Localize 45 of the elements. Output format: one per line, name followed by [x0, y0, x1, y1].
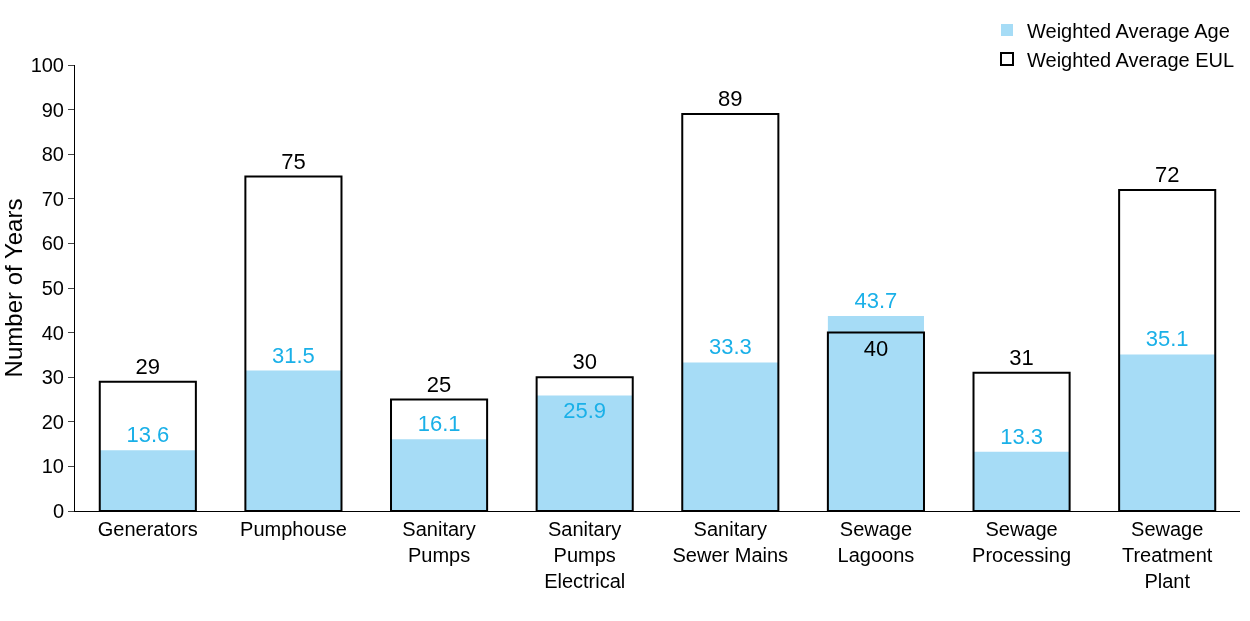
y-tick-label: 0 [52, 500, 64, 522]
data-label: 30 [572, 349, 597, 375]
data-label: 75 [281, 148, 306, 174]
x-tick-label: Pumphouse [240, 518, 347, 540]
data-label: 25.9 [563, 398, 607, 424]
bar [245, 370, 342, 511]
y-axis-title: Number of Years [0, 198, 27, 378]
x-tick-label: Sanitary Pumps [402, 518, 476, 566]
y-tick-label: 10 [41, 455, 64, 478]
data-label: 40 [863, 335, 889, 361]
data-label: 89 [718, 86, 743, 112]
data-label: 31.5 [272, 342, 315, 368]
bar [391, 439, 488, 511]
x-tick-label: Generators [97, 518, 198, 540]
y-tick-label: 20 [41, 410, 64, 433]
data-label: 31 [1009, 344, 1034, 370]
data-label: 35.1 [1145, 326, 1189, 352]
x-tick-label: Sewage Treatment Plant [1121, 518, 1213, 592]
legend-label: Weighted Average Age [1027, 19, 1230, 42]
y-tick-label: 40 [41, 321, 64, 344]
bar [1119, 354, 1216, 511]
y-tick-label: 90 [41, 98, 64, 121]
x-tick-label: Sewage Lagoons [837, 518, 915, 566]
data-label: 25 [426, 371, 452, 397]
data-label: 13.6 [126, 422, 170, 448]
y-tick-label: 70 [41, 187, 64, 210]
data-label: 43.7 [854, 288, 898, 314]
bar [99, 450, 196, 511]
x-tick-label: Sewage Processing [972, 518, 1072, 566]
y-tick-label: 60 [41, 232, 64, 255]
bar [682, 362, 779, 511]
bar [973, 451, 1070, 511]
y-tick-label: 30 [41, 366, 64, 389]
data-label: 29 [135, 353, 161, 379]
legend-label: Weighted Average EUL [1027, 48, 1235, 71]
x-tick-label: Sanitary Sewer Mains [672, 518, 789, 566]
y-tick-label: 100 [30, 54, 64, 76]
data-label: 33.3 [708, 334, 752, 360]
bar [536, 395, 633, 511]
y-tick-label: 80 [41, 143, 64, 166]
data-label: 13.3 [1000, 423, 1043, 449]
data-label: 16.1 [417, 411, 461, 437]
y-tick-label: 50 [41, 277, 64, 299]
x-tick-label: Sanitary Pumps Electrical [544, 518, 626, 592]
data-label: 72 [1154, 161, 1180, 187]
